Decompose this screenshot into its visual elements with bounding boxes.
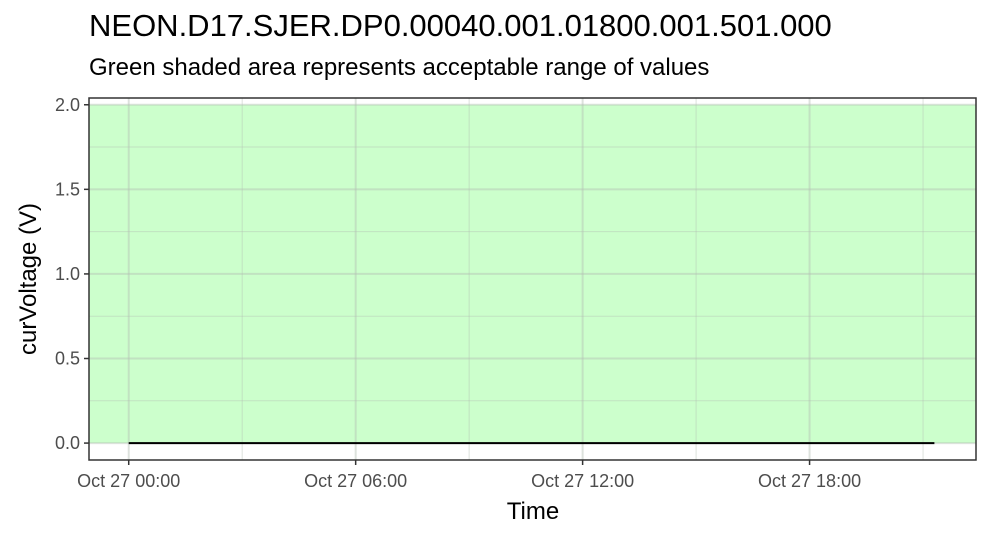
chart-title: NEON.D17.SJER.DP0.00040.001.01800.001.50…	[89, 8, 832, 43]
x-axis-title: Time	[507, 498, 559, 525]
chart-subtitle: Green shaded area represents acceptable …	[89, 54, 710, 81]
x-tick-label: Oct 27 18:00	[758, 471, 861, 491]
y-tick-label: 1.5	[55, 179, 80, 199]
y-tick-label: 1.0	[55, 264, 80, 284]
x-tick-label: Oct 27 06:00	[304, 471, 407, 491]
plot-area: 0.0 0.5 1.0 1.5 2.0 Oct 27 00:00 Oct 27 06:00 O…	[55, 95, 977, 491]
y-tick-label: 2.0	[55, 95, 80, 115]
acceptable-range-band	[89, 104, 976, 444]
y-axis-title: curVoltage (V)	[15, 203, 42, 355]
y-tick-label: 0.5	[55, 349, 80, 369]
plot-border	[88, 97, 977, 461]
x-tick-label: Oct 27 00:00	[77, 471, 180, 491]
x-tick-label: Oct 27 12:00	[531, 471, 634, 491]
y-tick-label: 0.0	[55, 433, 80, 453]
